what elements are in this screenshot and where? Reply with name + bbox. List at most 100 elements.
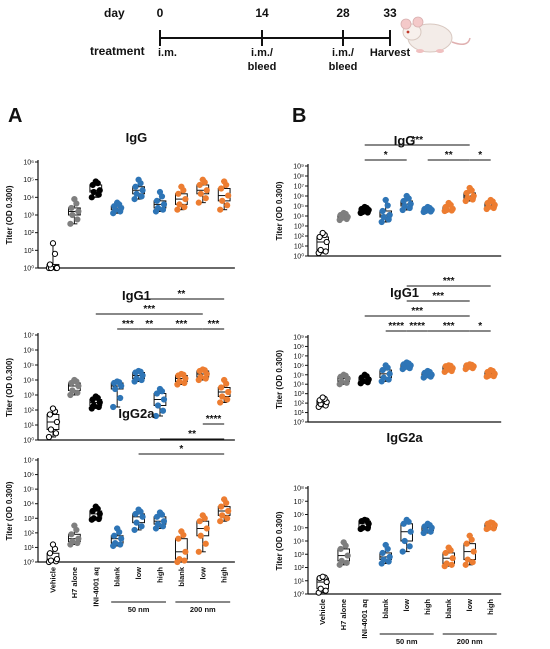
- data-point: [156, 188, 164, 196]
- y-tick-label: 10³: [294, 552, 305, 559]
- x-tick-label: high: [486, 599, 495, 615]
- data-point: [224, 396, 231, 403]
- box-vehicle: [45, 405, 61, 441]
- y-tick-label: 10²: [24, 408, 35, 415]
- data-point: [219, 393, 226, 400]
- data-point: [138, 523, 145, 530]
- data-point: [182, 196, 189, 203]
- box-blank: [378, 196, 393, 226]
- data-point: [74, 389, 81, 396]
- y-tick-label: 10⁸: [293, 486, 304, 493]
- y-tick-label: 10⁵: [23, 177, 34, 184]
- box-high: [217, 178, 232, 213]
- box-blank: [110, 525, 125, 550]
- data-point: [464, 556, 471, 563]
- data-point: [159, 407, 167, 414]
- significance-label: ****: [409, 321, 425, 332]
- data-point: [135, 506, 142, 513]
- data-point: [51, 250, 59, 257]
- chart-a-igg2a: IgG2a Titer (OD 0.300) 10⁰ 10¹ 10² 10³ 10⁴ 10⁵ 1…: [5, 406, 235, 614]
- significance-label: **: [188, 429, 196, 440]
- data-point: [442, 549, 449, 557]
- charts: IgG Titer (OD 0.300) 10⁰ 10¹ 10² 10³ 10⁴ 10⁵ 10⁶…: [5, 130, 502, 646]
- box-low: [131, 176, 146, 203]
- box-high: [483, 366, 498, 380]
- data-point: [154, 521, 162, 528]
- y-tick-label: 10¹: [294, 578, 305, 585]
- box-high: [152, 509, 168, 532]
- data-point: [463, 540, 470, 547]
- data-point: [407, 200, 414, 208]
- data-point: [174, 206, 181, 213]
- x-tick-label: blank: [381, 598, 390, 618]
- panel-letter-b: B: [292, 105, 306, 127]
- box-low: [462, 184, 477, 205]
- data-point: [178, 183, 185, 190]
- timeline-day-value: 28: [336, 6, 350, 20]
- data-point: [196, 181, 203, 189]
- data-point: [337, 545, 344, 553]
- chart-title: IgG1: [122, 288, 151, 303]
- data-point: [46, 411, 54, 418]
- y-tick-label: 10⁵: [23, 487, 34, 494]
- y-tick-label: 10¹: [294, 244, 305, 251]
- data-point: [463, 189, 470, 197]
- significance-label: ***: [432, 291, 444, 302]
- data-point: [443, 560, 450, 567]
- data-point: [47, 426, 55, 433]
- data-point: [156, 509, 164, 516]
- data-point: [470, 192, 477, 200]
- data-point: [385, 376, 392, 383]
- data-point: [139, 187, 146, 194]
- y-tick-label: 10²: [294, 234, 305, 241]
- box-ini-4001-aq: [88, 393, 103, 412]
- box-high: [152, 385, 168, 420]
- data-point: [218, 503, 225, 510]
- data-point: [181, 203, 188, 211]
- significance-label: **: [445, 150, 453, 161]
- timeline-day-label: day: [104, 6, 125, 20]
- data-point: [199, 366, 206, 373]
- data-point: [132, 510, 139, 518]
- data-point: [133, 190, 140, 197]
- data-point: [340, 209, 347, 217]
- data-point: [466, 184, 473, 192]
- data-point: [154, 402, 162, 409]
- data-point: [160, 201, 168, 208]
- data-point: [203, 525, 210, 532]
- data-point: [47, 557, 55, 564]
- group-label-50nm: 50 nm: [128, 605, 150, 614]
- data-point: [406, 543, 413, 550]
- data-point: [114, 378, 121, 385]
- data-point: [152, 412, 160, 420]
- significance-label: *: [478, 321, 482, 332]
- y-axis-label: Titer (OD 0.300): [275, 350, 284, 409]
- significance-bracket: *: [364, 150, 407, 161]
- box-ini-4001-aq: [357, 516, 372, 533]
- significance-bracket: ***: [406, 291, 470, 302]
- data-point: [316, 233, 323, 241]
- data-point: [202, 540, 209, 547]
- box-high: [420, 367, 435, 381]
- timeline-event-label: Harvest: [370, 47, 411, 59]
- significance-bracket: ***: [159, 319, 203, 330]
- significance-label: *: [384, 150, 388, 161]
- box-low: [131, 367, 146, 385]
- data-point: [322, 248, 329, 255]
- data-point: [197, 190, 204, 197]
- box-low: [195, 366, 210, 384]
- data-point: [317, 585, 324, 592]
- y-tick-label: 10²: [24, 230, 35, 237]
- y-axis-label: Titer (OD 0.300): [5, 481, 14, 540]
- box-h7-alone: [67, 376, 82, 399]
- box-high: [420, 520, 435, 537]
- chart-a-igg1: IgG1 Titer (OD 0.300) 10⁰ 10¹ 10² 10³ 10⁴ 10⁵ 10…: [5, 288, 235, 445]
- data-point: [407, 528, 414, 535]
- group-label-200nm: 200 nm: [457, 637, 483, 646]
- y-tick-label: 10³: [24, 516, 35, 523]
- data-point: [469, 559, 476, 566]
- x-tick-label: low: [402, 599, 411, 612]
- box-high: [217, 496, 232, 525]
- data-point: [90, 515, 97, 522]
- y-tick-label: 10⁷: [294, 499, 305, 506]
